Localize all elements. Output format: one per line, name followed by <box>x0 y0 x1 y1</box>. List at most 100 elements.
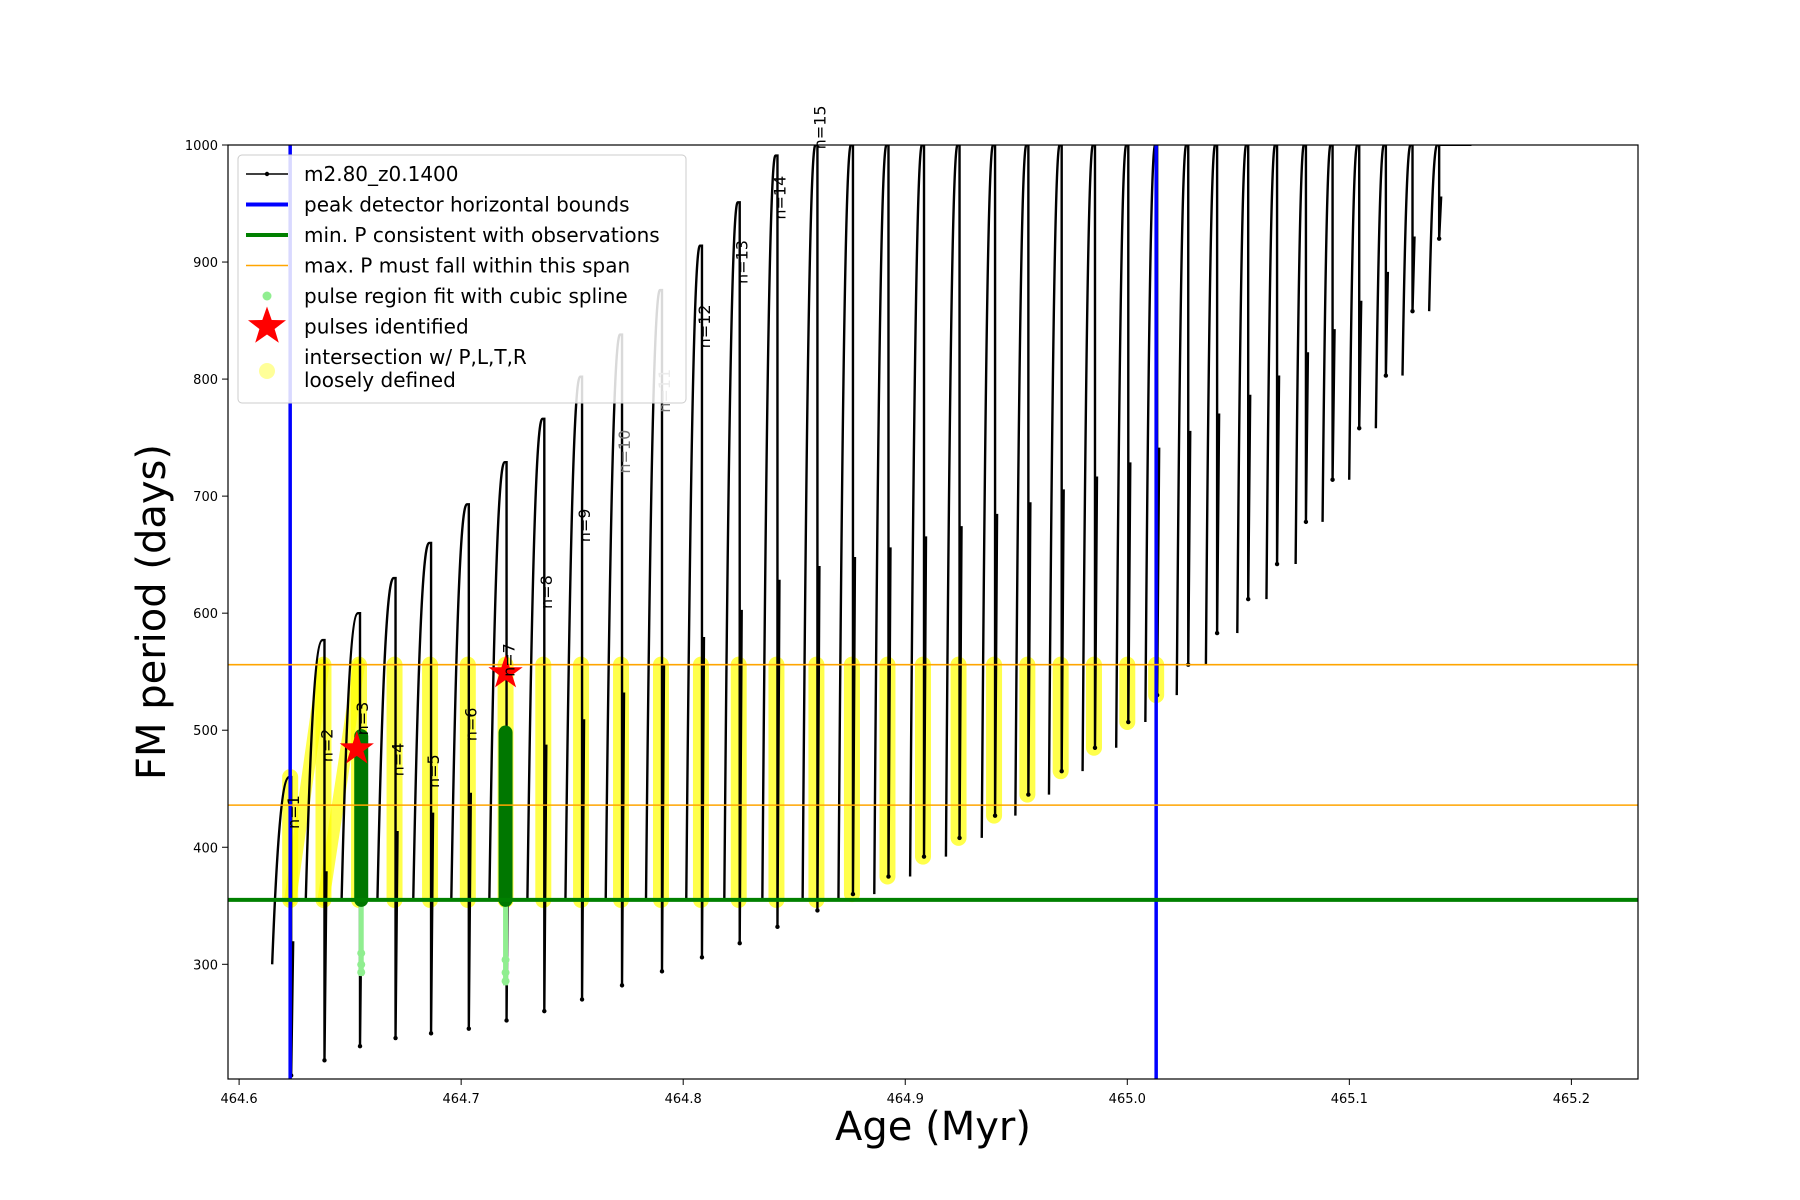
period-curve-point <box>957 835 962 841</box>
period-curve-pulse <box>801 145 821 911</box>
y-axis-label: FM period (days) <box>129 444 175 780</box>
period-curve-pulse <box>412 541 435 1034</box>
period-curve-pulse <box>1081 145 1099 772</box>
y-tick-label: 1000 <box>185 139 218 154</box>
axis-ticks: 464.6 464.7 464.8 464.9 465.0 465.1 465.2 300 40… <box>185 139 1590 1107</box>
x-tick-label: 464.9 <box>887 1092 924 1107</box>
period-curve-pulse <box>980 145 999 838</box>
period-curve-pulse <box>450 503 473 1029</box>
period-curve-point <box>1245 596 1251 602</box>
pulse-label: n=10 <box>615 430 634 474</box>
legend-label: pulse region fit with cubic spline <box>304 284 628 308</box>
y-tick-label: 900 <box>193 256 218 271</box>
period-curve-point <box>659 969 665 974</box>
period-curve-point <box>504 1018 509 1023</box>
period-curve-pulse <box>1175 145 1192 696</box>
plot-area <box>228 145 1638 1079</box>
spline-point <box>357 949 366 958</box>
spline-point <box>501 977 510 986</box>
period-curve-pulse <box>944 145 963 857</box>
legend-marker <box>259 363 275 379</box>
pulse-label: n=7 <box>499 643 518 677</box>
period-curve-point <box>992 813 998 818</box>
period-curve-pulse <box>488 460 510 1021</box>
period-curve-point <box>1059 768 1064 774</box>
period-curve-point <box>737 941 742 946</box>
period-curve-point <box>322 1058 327 1063</box>
period-curve-pulse <box>685 244 706 958</box>
y-tick-label: 800 <box>193 373 218 388</box>
period-curve-point <box>850 891 856 897</box>
y-tick-label: 400 <box>193 841 218 856</box>
period-curve-pulse <box>837 145 857 900</box>
intersection-region <box>317 658 366 906</box>
pulse-label: n=12 <box>695 304 714 348</box>
x-tick-label: 464.8 <box>665 1092 702 1107</box>
period-curve-point <box>428 1031 434 1036</box>
y-tick-label: 500 <box>193 724 218 739</box>
period-curve-point <box>886 874 891 879</box>
period-curve-point <box>542 1008 547 1014</box>
pulse-identified-star <box>488 654 523 688</box>
period-curve-point <box>466 1026 472 1031</box>
period-curve-pulse <box>723 201 743 944</box>
pulse-identified-star <box>339 730 374 764</box>
period-curve-point <box>1436 236 1442 241</box>
y-tick-label: 700 <box>193 490 218 505</box>
legend-label: min. P consistent with observations <box>304 223 660 247</box>
period-curve-point <box>1357 426 1362 431</box>
legend-marker <box>248 306 286 343</box>
pulse-label: n=1 <box>284 795 303 829</box>
intersection-region <box>284 658 330 906</box>
legend-marker <box>262 291 272 301</box>
period-curve-point <box>1383 373 1389 378</box>
period-curve-point <box>699 955 705 960</box>
period-curve-pulse <box>340 611 364 1047</box>
spline-point <box>357 968 366 977</box>
period-curve-pulse <box>1427 145 1443 312</box>
period-curve-point <box>1214 630 1220 636</box>
period-curve-point <box>1303 519 1309 525</box>
x-tick-label: 465.2 <box>1553 1092 1590 1107</box>
period-curve-pulse <box>304 638 328 1061</box>
period-curve-point <box>1126 719 1131 725</box>
legend-box <box>237 154 687 404</box>
period-curve-pulse <box>376 576 399 1039</box>
period-curve-point <box>775 924 780 930</box>
period-curve-point <box>1410 309 1415 314</box>
legend-label: loosely defined <box>304 368 456 392</box>
period-curve-pulse <box>1014 145 1032 816</box>
period-curve-point <box>815 908 820 913</box>
pulse-label: n=4 <box>388 743 407 777</box>
pulse-label: n=3 <box>353 702 372 736</box>
pulse-label: n=2 <box>317 729 336 763</box>
legend-label: max. P must fall within this span <box>304 254 630 278</box>
spline-point <box>357 960 366 969</box>
period-curve-pulse <box>873 145 892 895</box>
x-tick-label: 464.7 <box>443 1092 480 1107</box>
pulse-label: n=5 <box>424 754 443 788</box>
period-curve-pulse <box>1047 145 1065 795</box>
period-curve-point <box>921 854 927 859</box>
period-curve-point <box>1026 792 1031 797</box>
pulse-label: n=14 <box>770 176 789 220</box>
period-curve-point <box>1274 561 1280 567</box>
x-tick-label: 465.0 <box>1109 1092 1146 1107</box>
x-tick-label: 464.6 <box>220 1092 257 1107</box>
period-curve-pulse <box>908 145 928 877</box>
y-tick-label: 300 <box>193 958 218 973</box>
period-curve-point <box>357 1044 363 1049</box>
x-axis-label: Age (Myr) <box>835 1104 1031 1150</box>
plot-frame <box>227 144 1639 1080</box>
pulse-label: n=6 <box>462 708 481 742</box>
spline-point <box>501 968 510 977</box>
pulse-label: n=13 <box>733 240 752 284</box>
period-curve-point <box>393 1035 398 1041</box>
period-curve-pulse <box>1114 145 1132 748</box>
pulse-labels: n=1n=2n=3n=4n=5n=6n=7n=8n=9n=10n=11n=12n… <box>284 105 829 829</box>
legend-marker-dot <box>264 171 270 177</box>
period-curve-point <box>619 983 625 988</box>
period-curve-pulse <box>761 154 781 927</box>
